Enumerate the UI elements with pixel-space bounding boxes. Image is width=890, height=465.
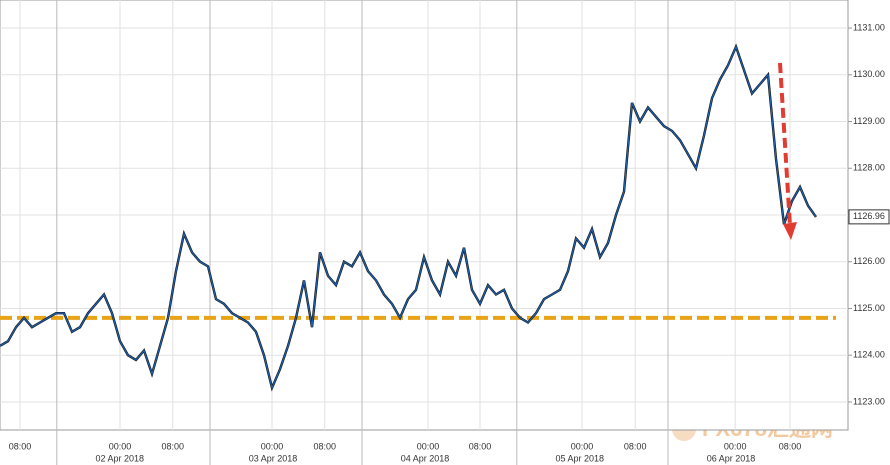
y-tick-label: 1123.00	[853, 396, 885, 406]
x-tick-label: 00:00	[724, 441, 747, 451]
x-tick-label: 08:00	[314, 441, 337, 451]
y-tick-label: 1129.00	[853, 116, 885, 126]
x-tick-label: 08:00	[162, 441, 185, 451]
y-tick-label: 1125.00	[853, 303, 885, 313]
date-label: 03 Apr 2018	[249, 453, 298, 463]
date-label: 02 Apr 2018	[96, 453, 145, 463]
down-arrow	[778, 62, 792, 227]
x-tick-label: 00:00	[417, 441, 440, 451]
price-line	[0, 44, 817, 390]
y-tick-label: 1128.00	[853, 163, 885, 173]
x-tick-label: 08:00	[9, 441, 32, 451]
y-tick-label: 1131.00	[853, 22, 885, 32]
x-tick-label: 00:00	[109, 441, 132, 451]
x-tick-label: 00:00	[261, 441, 284, 451]
last-price-box	[848, 209, 890, 225]
date-label: 06 Apr 2018	[707, 453, 756, 463]
y-tick-label: 1130.00	[853, 69, 885, 79]
x-tick-label: 00:00	[571, 441, 594, 451]
date-label: 05 Apr 2018	[556, 453, 605, 463]
y-tick-label: 1126.00	[853, 256, 885, 266]
x-tick-label: 08:00	[469, 441, 492, 451]
x-tick-label: 08:00	[624, 441, 647, 451]
x-tick-label: 08:00	[779, 441, 802, 451]
last-price-label: 1126.96	[853, 211, 885, 221]
y-tick-label: 1124.00	[853, 350, 885, 360]
arrow-head	[783, 222, 797, 240]
date-label: 04 Apr 2018	[401, 453, 450, 463]
